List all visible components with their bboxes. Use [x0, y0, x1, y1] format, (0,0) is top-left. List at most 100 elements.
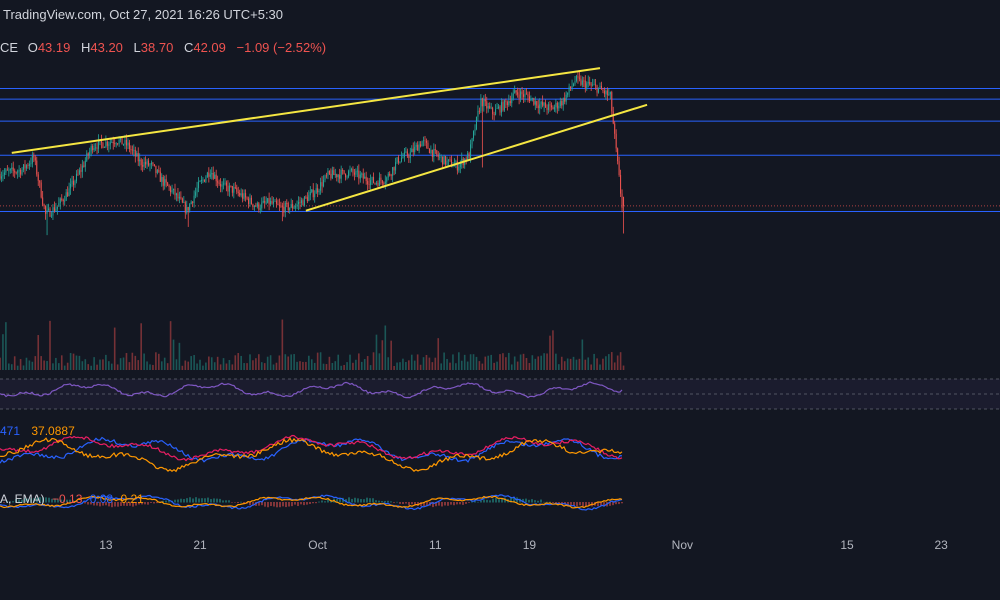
volume-bar-398 [584, 359, 587, 370]
candle-body-374 [549, 104, 551, 106]
candle-body-145 [212, 172, 214, 179]
macd-hist-291 [291, 502, 293, 507]
volume-bar-412 [605, 356, 607, 370]
volume-bar-168 [246, 363, 248, 370]
candle-body-362 [531, 98, 533, 99]
candle-body-218 [320, 182, 322, 191]
macd-hist-108 [108, 502, 110, 507]
macd-hist-492 [492, 498, 494, 503]
macd-hist-195 [195, 497, 197, 503]
macd-hist-150 [150, 502, 152, 504]
volume-bar-70 [102, 359, 104, 370]
candle-body-242 [355, 171, 357, 175]
macd-hist-576 [576, 502, 578, 507]
x-tick-label: 11 [429, 538, 442, 552]
volume-bar-100 [146, 361, 148, 370]
chart-header: TradingView.com, Oct 27, 2021 16:26 UTC+… [3, 7, 283, 22]
macd-hist-582 [582, 502, 584, 508]
volume-bar-416 [610, 352, 613, 370]
candle-body-277 [406, 151, 408, 157]
candle-body-215 [315, 188, 317, 194]
macd-hist-390 [390, 501, 392, 503]
candle-body-158 [231, 186, 233, 193]
dmi-legend: 471 37.0887 [0, 424, 75, 438]
volume-bar-420 [616, 355, 619, 370]
macd-hist-534 [534, 500, 536, 503]
macd-hist-477 [477, 501, 479, 503]
candle-body-244 [358, 170, 360, 179]
volume-bar-80 [116, 364, 119, 370]
volume-bar-182 [266, 356, 269, 370]
macd-hist-501 [501, 498, 503, 503]
volume-bar-374 [549, 335, 551, 370]
macd-hist-387 [387, 500, 389, 503]
macd-hist-141 [141, 502, 143, 505]
candle-body-310 [455, 161, 457, 165]
candle-body-69 [100, 139, 102, 143]
macd-hist-60 [60, 499, 62, 503]
candle-body-146 [214, 174, 216, 179]
candle-body-134 [196, 188, 198, 193]
candle-body-319 [468, 153, 470, 159]
dmi-value-1: 471 [0, 424, 21, 438]
volume-bar-310 [455, 363, 457, 370]
macd-hist-72 [72, 500, 74, 503]
macd-hist-297 [297, 502, 299, 507]
macd-hist-621 [621, 502, 623, 504]
candle-body-156 [228, 185, 230, 192]
candle-body-265 [389, 173, 391, 176]
candle-body-220 [323, 179, 325, 187]
volume-bar-318 [466, 361, 469, 370]
volume-bar-170 [249, 354, 251, 370]
macd-hist-165 [165, 500, 167, 503]
candle-body-13 [18, 169, 20, 172]
macd-hist-96 [96, 502, 98, 506]
macd-hist-186 [186, 498, 188, 503]
candle-body-181 [265, 202, 267, 204]
volume-bar-18 [25, 357, 28, 370]
macd-hist-189 [189, 497, 191, 503]
candle-body-354 [520, 91, 522, 99]
candle-body-24 [34, 157, 36, 161]
candle-body-107 [156, 170, 158, 173]
volume-bar-102 [149, 364, 151, 370]
candle-body-382 [561, 101, 563, 106]
ohlc-legend: CE O43.19 H43.20 L38.70 C42.09 −1.09 (−2… [0, 40, 333, 55]
rsi-line [0, 381, 623, 399]
volume-bar-4 [5, 322, 7, 370]
change-value: −1.09 (−2.52%) [236, 40, 327, 55]
macd-hist-225 [225, 500, 227, 503]
macd-hist-69 [69, 499, 71, 503]
macd-hist-18 [18, 499, 20, 503]
candle-body-210 [308, 195, 310, 202]
macd-hist-147 [147, 502, 149, 505]
candle-body-408 [599, 85, 601, 88]
candle-body-184 [270, 201, 272, 205]
candle-body-171 [250, 197, 252, 204]
candle-body-400 [587, 81, 589, 84]
candle-body-102 [149, 164, 151, 166]
candle-body-339 [498, 106, 500, 109]
volume-bar-124 [181, 365, 184, 370]
macd-hist-378 [378, 500, 380, 503]
macd-hist-444 [444, 502, 446, 506]
macd-hist-450 [450, 502, 452, 505]
close-value: 42.09 [193, 40, 226, 55]
macd-hist-36 [36, 497, 38, 503]
candle-body-406 [596, 85, 598, 93]
candle-body-306 [449, 159, 451, 161]
volume-bar-376 [552, 330, 554, 370]
candle-body-393 [577, 76, 579, 78]
candle-body-226 [331, 170, 333, 179]
candle-body-270 [396, 157, 398, 163]
volume-bar-174 [255, 358, 257, 370]
candle-body-266 [390, 175, 392, 177]
volume-bar-400 [587, 357, 590, 370]
candle-body-47 [68, 188, 70, 197]
macd-hist-348 [348, 497, 350, 503]
volume-bar-190 [278, 355, 281, 370]
candle-body-282 [414, 146, 416, 153]
candle-body-361 [530, 98, 532, 102]
candle-body-370 [543, 102, 545, 106]
